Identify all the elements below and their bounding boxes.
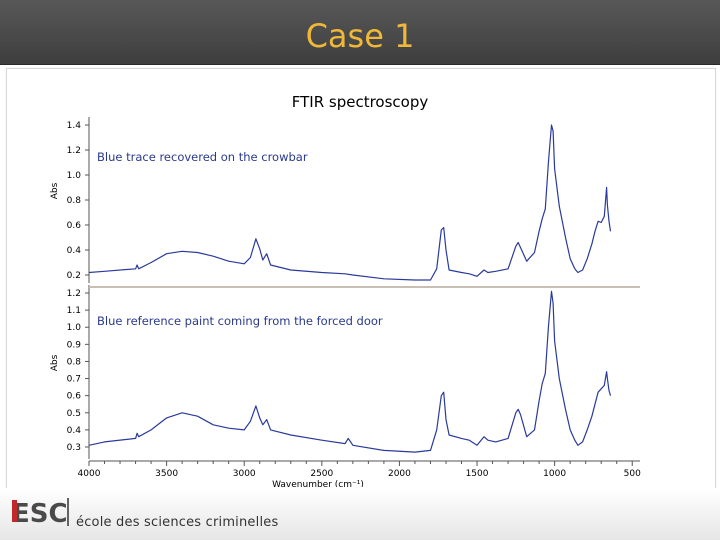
slide-title: Case 1 xyxy=(305,17,415,55)
y-tick-label-2: 1.2 xyxy=(67,289,81,299)
y-tick-label-2: 0.6 xyxy=(67,392,82,402)
annotation-1: Blue trace recovered on the crowbar xyxy=(97,150,308,164)
chart-frame: FTIR spectroscopy 1.4 1.2 1.0 0.8 0.6 0.4 0.2 A… xyxy=(6,68,716,490)
x-tick-label: 1000 xyxy=(543,469,566,479)
y-tick-label-2: 0.9 xyxy=(67,340,82,350)
y-tick-label-1: 0.8 xyxy=(67,196,82,206)
y-tick-label-2: 0.4 xyxy=(67,426,82,436)
series-line-2 xyxy=(88,290,612,453)
x-axis-label: Wavenumber (cm⁻¹) xyxy=(272,480,364,487)
x-tick-label: 2500 xyxy=(310,469,333,479)
y-tick-label-2: 0.5 xyxy=(67,409,81,419)
x-tick-label: 1500 xyxy=(466,469,489,479)
y-tick-label-1: 0.6 xyxy=(67,221,82,231)
y-tick-label-2: 0.7 xyxy=(67,375,81,385)
x-tick-label: 3500 xyxy=(155,469,178,479)
chart-title: FTIR spectroscopy xyxy=(292,93,429,111)
ftir-chart: FTIR spectroscopy 1.4 1.2 1.0 0.8 0.6 0.4 0.2 A… xyxy=(50,93,641,487)
y-tick-label-1: 0.4 xyxy=(67,246,82,256)
y-tick-label-1: 1.0 xyxy=(67,171,82,181)
annotation-2: Blue reference paint coming from the for… xyxy=(97,314,383,328)
y-tick-label-1: 0.2 xyxy=(67,271,81,281)
x-tick-label: 500 xyxy=(624,469,641,479)
y-tick-label-2: 1.1 xyxy=(67,306,81,316)
footer-band xyxy=(0,488,720,540)
y-axis-label-2: Abs xyxy=(50,354,60,371)
series-line-1 xyxy=(88,124,612,281)
y-tick-label-2: 0.3 xyxy=(67,443,81,453)
y-axis-label-1: Abs xyxy=(50,182,60,199)
y-tick-label-2: 1.0 xyxy=(67,323,82,333)
x-tick-label: 4000 xyxy=(78,469,101,479)
logo-accent xyxy=(12,500,17,522)
x-tick-label: 2000 xyxy=(388,469,411,479)
institution-name: école des sciences criminelles xyxy=(76,515,279,530)
logo-text: ESC xyxy=(12,499,68,528)
y-tick-label-1: 1.4 xyxy=(67,121,82,131)
x-tick-label: 3000 xyxy=(233,469,256,479)
y-tick-label-1: 1.2 xyxy=(67,146,81,156)
title-bar xyxy=(0,0,720,65)
esc-logo: ESC xyxy=(10,496,70,529)
y-tick-label-2: 0.8 xyxy=(67,357,82,367)
